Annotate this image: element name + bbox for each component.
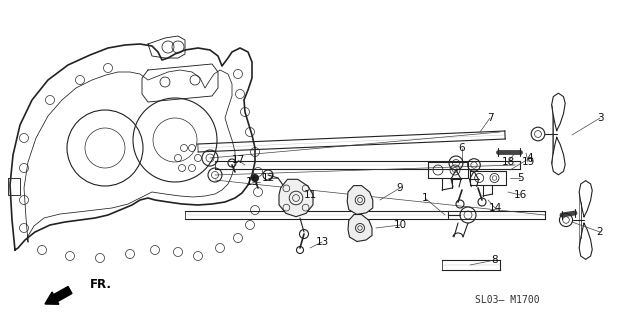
- Text: 9: 9: [397, 183, 403, 193]
- Text: 7: 7: [486, 113, 493, 123]
- Text: 18: 18: [501, 157, 515, 167]
- Text: 3: 3: [596, 113, 604, 123]
- Text: 2: 2: [596, 227, 604, 237]
- Text: 13: 13: [316, 237, 328, 247]
- Text: SL03– M1700: SL03– M1700: [475, 295, 540, 305]
- Text: 12: 12: [261, 173, 275, 183]
- Polygon shape: [347, 186, 372, 214]
- Text: 14: 14: [488, 203, 502, 213]
- Polygon shape: [348, 214, 372, 241]
- Text: 1: 1: [422, 193, 428, 203]
- Polygon shape: [279, 179, 313, 217]
- Text: 19: 19: [522, 157, 534, 167]
- Text: 8: 8: [492, 255, 499, 265]
- Text: 10: 10: [394, 220, 406, 230]
- Text: 17: 17: [232, 155, 244, 165]
- Text: 6: 6: [459, 143, 465, 153]
- Text: 4: 4: [527, 153, 533, 163]
- FancyArrow shape: [45, 286, 72, 304]
- Text: 16: 16: [513, 190, 527, 200]
- Text: 15: 15: [245, 177, 259, 187]
- Text: 11: 11: [303, 190, 317, 200]
- Text: FR.: FR.: [90, 278, 112, 292]
- Text: 5: 5: [516, 173, 524, 183]
- Circle shape: [252, 174, 259, 182]
